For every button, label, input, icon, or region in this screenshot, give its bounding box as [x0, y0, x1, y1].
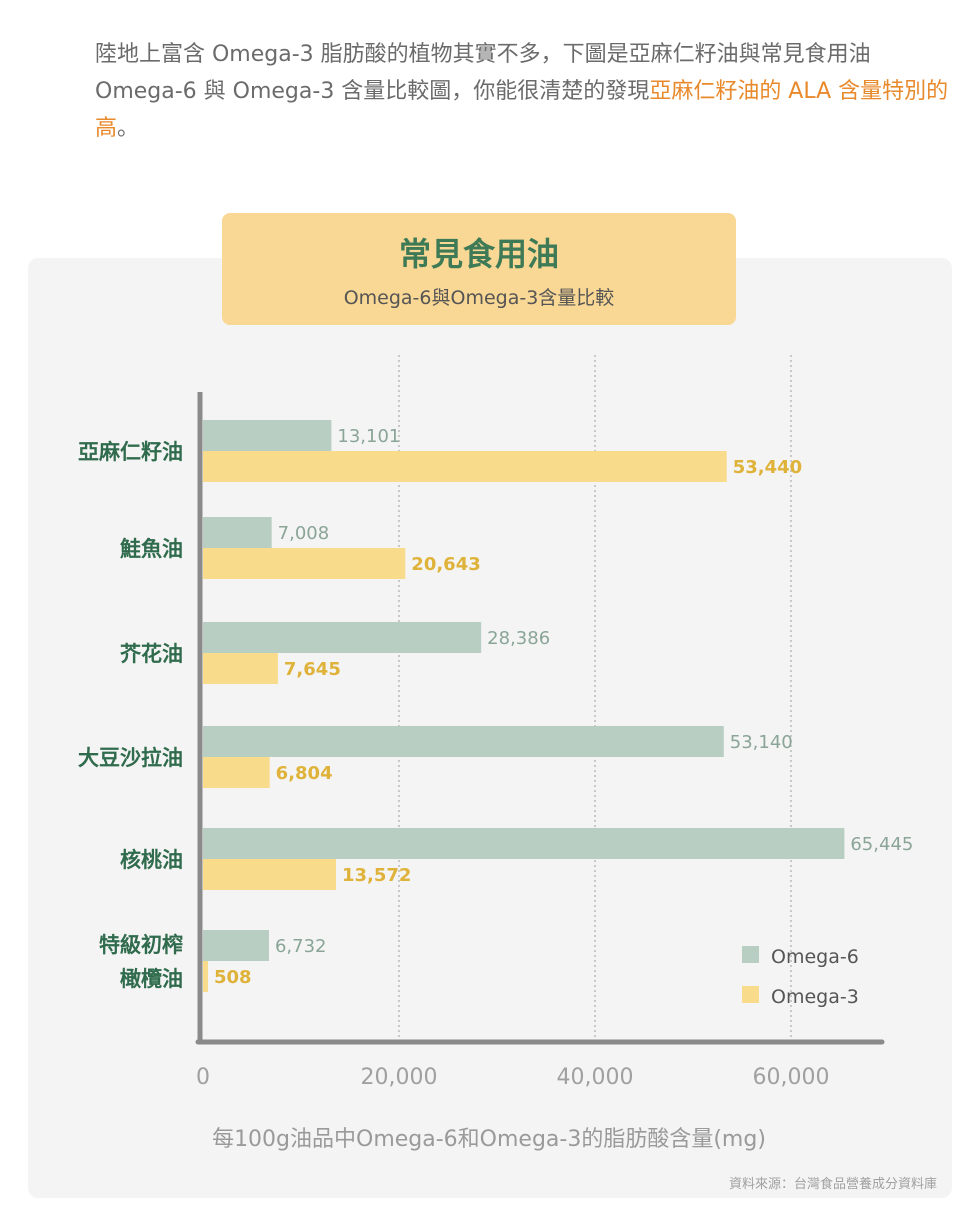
data-label: 6,732 — [275, 936, 327, 957]
data-label: 65,445 — [850, 834, 913, 855]
bar-omega-3 — [203, 548, 406, 579]
intro-paragraph: 陸地上富含 Omega-3 脂肪酸的植物其實不多，下圖是亞麻仁籽油與常見食用油 … — [95, 36, 955, 147]
category-label: 芥花油 — [120, 642, 183, 666]
data-label: 53,140 — [730, 732, 793, 753]
bar-omega-6 — [203, 420, 332, 451]
bar-omega-3 — [203, 859, 337, 890]
legend-swatch-omega-3 — [742, 986, 759, 1003]
bar-omega-3 — [203, 961, 208, 992]
data-label: 53,440 — [733, 457, 802, 478]
data-label: 20,643 — [411, 554, 480, 575]
data-label: 13,101 — [337, 426, 400, 447]
legend-label: Omega-6 — [771, 946, 859, 968]
bar-omega-6 — [203, 828, 845, 859]
bar-omega-3 — [203, 451, 727, 482]
bar-omega-6 — [203, 726, 724, 757]
category-label: 特級初榨 — [99, 933, 183, 957]
chart-title-box: 常見食用油 Omega-6與Omega-3含量比較 — [222, 213, 736, 325]
category-label: 大豆沙拉油 — [78, 746, 183, 770]
data-label: 7,008 — [278, 523, 330, 544]
category-label: 亞麻仁籽油 — [78, 440, 183, 464]
x-tick-label: 40,000 — [557, 1065, 634, 1090]
category-label: 橄欖油 — [120, 967, 183, 991]
data-label: 6,804 — [276, 763, 333, 784]
intro-text: 陸地上富含 Omega-3 脂肪酸的植物其實不多，下圖是亞麻仁籽油與常見食用油 … — [95, 42, 871, 104]
x-tick-label: 20,000 — [361, 1065, 438, 1090]
category-label: 核桃油 — [120, 848, 183, 872]
chart-title: 常見食用油 — [398, 235, 559, 273]
intro-end: 。 — [117, 116, 140, 141]
x-tick-label: 0 — [196, 1065, 210, 1090]
x-tick-label: 60,000 — [753, 1065, 830, 1090]
x-axis-title: 每100g油品中Omega-6和Omega-3的脂肪酸含量(mg) — [212, 1127, 766, 1152]
source-note: 資料來源：台灣食品營養成分資料庫 — [729, 1176, 937, 1192]
bar-omega-6 — [203, 517, 272, 548]
bar-omega-6 — [203, 622, 482, 653]
bar-omega-6 — [203, 930, 269, 961]
chart-subtitle: Omega-6與Omega-3含量比較 — [343, 287, 615, 309]
category-label: 鮭魚油 — [120, 537, 183, 561]
intro-highlight: 亞麻仁籽油的 ALA 含量特別的高 — [95, 79, 949, 141]
legend-label: Omega-3 — [771, 986, 859, 1008]
legend-swatch-omega-6 — [742, 946, 759, 963]
data-label: 13,572 — [342, 865, 411, 886]
data-label: 508 — [214, 967, 252, 988]
bar-omega-3 — [203, 653, 278, 684]
data-label: 28,386 — [487, 628, 550, 649]
bar-omega-3 — [203, 757, 270, 788]
data-label: 7,645 — [284, 659, 341, 680]
